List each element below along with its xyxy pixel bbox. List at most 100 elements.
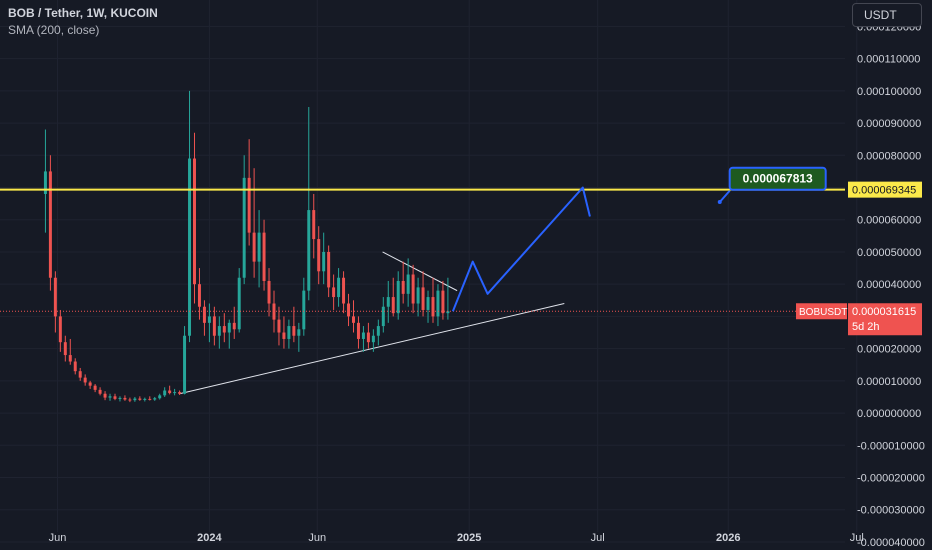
indicator-legend[interactable]: SMA (200, close): [8, 23, 100, 37]
candle-body: [386, 297, 390, 307]
candle-body: [227, 322, 231, 333]
countdown-text: 5d 2h: [852, 321, 880, 333]
candle-body: [53, 277, 57, 317]
projection-path: [451, 186, 591, 312]
candlesticks: [43, 90, 450, 403]
candle-body: [183, 335, 187, 394]
candle-body: [63, 342, 67, 356]
candle-body: [356, 322, 360, 339]
candle-body: [98, 389, 102, 394]
candle-body: [232, 322, 236, 330]
candle-body: [401, 280, 405, 294]
trendlines: [179, 251, 565, 395]
candle-body: [282, 332, 286, 339]
price-tick-label: 0.000020000: [857, 344, 921, 356]
candle-body: [148, 398, 152, 400]
price-tick-label: 0.000050000: [857, 247, 921, 259]
x-tick-label: Jul: [850, 532, 864, 544]
x-tick-label: Jun: [49, 532, 67, 544]
candle-body: [103, 393, 107, 398]
candle-body: [277, 319, 281, 333]
price-axis: 0.0001200000.0001100000.0001000000.00009…: [796, 21, 925, 549]
candle-body: [317, 239, 321, 272]
x-tick-label: Jun: [308, 532, 326, 544]
candle-body: [143, 398, 147, 400]
candle-body: [153, 398, 157, 400]
candle-body: [43, 171, 47, 194]
overlay-drawings: 0.000067813: [0, 166, 845, 312]
support-trendline: [179, 303, 565, 395]
candle-body: [322, 251, 326, 272]
price-tick-label: 0.000110000: [857, 54, 920, 66]
candle-body: [68, 355, 72, 362]
chart-grid: [0, 0, 858, 543]
candle-body: [446, 311, 450, 314]
symbol-badge: [796, 303, 847, 320]
price-tick-label: -0.000040000: [857, 537, 925, 549]
x-tick-label: Jul: [591, 532, 605, 544]
candle-body: [371, 335, 375, 343]
candle-body: [93, 385, 97, 390]
candle-body: [406, 274, 410, 294]
candle-body: [168, 390, 172, 394]
candle-body: [237, 277, 241, 330]
candle-body: [88, 382, 92, 386]
candle-body: [58, 316, 62, 343]
candle-body: [327, 251, 331, 288]
price-tick-label: -0.000030000: [857, 505, 925, 517]
candle-body: [113, 396, 117, 399]
candle-body: [123, 397, 127, 400]
candle-body: [188, 158, 192, 336]
candle-body: [421, 287, 425, 310]
candle-body: [411, 274, 415, 304]
candle-body: [441, 290, 445, 314]
price-tick-label: 0.000060000: [857, 215, 921, 227]
candle-body: [78, 371, 82, 378]
candle-body: [366, 332, 370, 343]
candle-body: [381, 306, 385, 327]
candle-body: [163, 390, 167, 396]
candle-body: [436, 290, 440, 317]
candle-body: [242, 177, 246, 278]
candle-body: [222, 326, 226, 333]
target-label-text: 0.000067813: [743, 172, 813, 186]
candle-body: [138, 398, 142, 400]
current-price-text: 0.000031615: [852, 306, 916, 318]
candle-body: [262, 232, 266, 281]
price-tick-label: 0.000010000: [857, 376, 921, 388]
candle-body: [207, 316, 211, 323]
candle-body: [83, 377, 87, 383]
candle-body: [158, 395, 162, 399]
x-tick-label: 2024: [197, 532, 222, 544]
price-tick-label: 0.000080000: [857, 150, 921, 162]
candle-body: [173, 392, 177, 394]
candle-body: [217, 326, 221, 336]
price-tick-label: -0.000020000: [857, 473, 925, 485]
candle-body: [267, 280, 271, 304]
candle-body: [307, 210, 311, 291]
candle-body: [178, 392, 182, 394]
candle-body: [302, 290, 306, 330]
candle-body: [361, 332, 365, 339]
candle-body: [118, 397, 122, 399]
price-tick-label: 0.000100000: [857, 86, 921, 98]
candle-body: [73, 361, 77, 372]
candle-body: [252, 232, 256, 262]
candle-body: [342, 277, 346, 304]
candle-body: [133, 398, 137, 401]
candle-body: [257, 232, 261, 262]
candle-body: [396, 280, 400, 314]
candle-body: [312, 210, 316, 240]
candle-body: [128, 399, 132, 401]
price-tick-label: -0.000010000: [857, 440, 925, 452]
currency-button[interactable]: USDT: [852, 3, 922, 27]
candle-body: [297, 329, 301, 336]
candle-body: [247, 177, 251, 233]
x-tick-label: 2026: [716, 532, 740, 544]
price-tick-label: 0.000000000: [857, 408, 921, 420]
level-price-text: 0.000069345: [852, 185, 916, 197]
current-price-badge: [848, 303, 922, 336]
price-tick-label: 0.000090000: [857, 118, 921, 130]
resistance-trendline: [382, 251, 458, 292]
